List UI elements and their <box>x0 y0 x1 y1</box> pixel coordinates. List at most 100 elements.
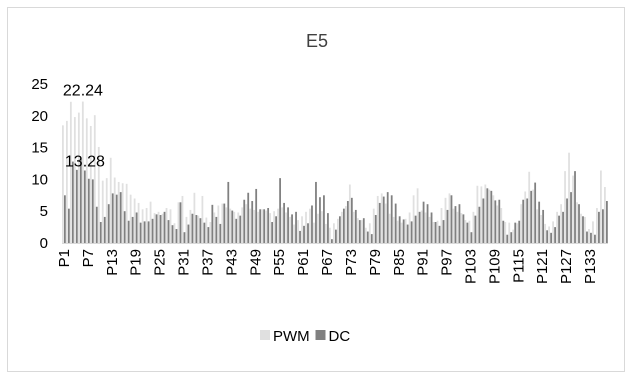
bar-dc-p68 <box>331 239 333 243</box>
bar-dc-p112 <box>506 234 509 243</box>
bar-pwm-p87 <box>404 218 407 243</box>
bar-pwm-p53 <box>269 213 272 243</box>
bar-dc-p8 <box>91 179 94 243</box>
series-pwm-bars <box>62 101 606 244</box>
legend-swatch-pwm <box>260 330 270 340</box>
bar-pwm-p66 <box>321 211 323 243</box>
bar-dc-p103 <box>470 232 473 243</box>
bar-dc-p119 <box>534 182 537 243</box>
bar-dc-p66 <box>323 195 325 243</box>
bar-pwm-p132 <box>584 216 586 243</box>
bar-dc-p14 <box>115 194 118 243</box>
bar-pwm-p38 <box>209 222 212 243</box>
bar-pwm-p68 <box>329 227 331 243</box>
bar-pwm-p86 <box>400 222 403 243</box>
bar-dc-p17 <box>127 220 130 243</box>
x-tick-label: P7 <box>80 249 97 267</box>
x-tick-label: P13 <box>104 249 121 276</box>
bar-dc-p131 <box>582 216 584 243</box>
bar-dc-p35 <box>199 218 202 243</box>
x-tick-label: P103 <box>463 249 480 284</box>
x-tick-label: P91 <box>415 249 432 276</box>
bar-dc-p64 <box>315 181 317 243</box>
bar-pwm-p12 <box>105 178 108 243</box>
bar-pwm-p109 <box>492 195 495 243</box>
bar-pwm-p44 <box>233 211 236 243</box>
bar-dc-p124 <box>554 227 556 243</box>
x-tick-label: P43 <box>223 249 240 276</box>
bar-dc-p44 <box>235 218 238 243</box>
bar-dc-p50 <box>259 209 262 243</box>
bar-dc-p41 <box>223 203 226 243</box>
bar-dc-p101 <box>462 214 465 243</box>
bar-dc-p137 <box>606 201 608 243</box>
bar-pwm-p91 <box>420 210 423 243</box>
bar-pwm-p28 <box>169 209 172 243</box>
bar-dc-p92 <box>426 204 429 243</box>
bar-pwm-p50 <box>257 211 260 243</box>
bar-pwm-p111 <box>500 208 503 243</box>
bar-pwm-p112 <box>504 222 507 243</box>
bar-dc-p93 <box>430 212 433 243</box>
bar-dc-p109 <box>494 200 497 243</box>
bar-pwm-p47 <box>245 204 248 243</box>
bar-dc-p37 <box>207 227 210 243</box>
bar-pwm-p76 <box>360 220 363 243</box>
bar-dc-p20 <box>139 222 142 243</box>
bar-dc-p60 <box>299 230 301 243</box>
y-tick-label: 10 <box>31 171 48 188</box>
bar-pwm-p42 <box>225 207 228 243</box>
bar-pwm-p39 <box>213 212 216 243</box>
bar-dc-p97 <box>446 209 449 243</box>
y-tick-label: 25 <box>31 76 48 93</box>
bar-pwm-p7 <box>85 118 88 243</box>
bar-pwm-p24 <box>153 213 156 243</box>
bar-dc-p19 <box>135 212 138 243</box>
bar-dc-p125 <box>558 215 560 243</box>
bar-pwm-p19 <box>133 198 136 243</box>
bar-pwm-p115 <box>516 223 519 243</box>
bar-pwm-p30 <box>177 202 180 243</box>
bar-dc-p70 <box>338 216 341 243</box>
bar-dc-p1 <box>63 195 66 243</box>
bar-dc-p43 <box>231 210 234 243</box>
bar-dc-p95 <box>438 225 441 243</box>
bar-dc-p22 <box>147 221 150 243</box>
bar-dc-p136 <box>602 209 604 243</box>
legend-swatch-dc <box>315 330 326 340</box>
bar-pwm-p58 <box>289 216 291 243</box>
bar-dc-p133 <box>590 232 592 243</box>
bar-pwm-p63 <box>309 208 311 243</box>
bar-pwm-p32 <box>185 216 188 243</box>
bar-dc-p56 <box>283 202 285 243</box>
bar-pwm-p21 <box>141 209 144 243</box>
bar-pwm-p107 <box>484 184 487 243</box>
bar-dc-p57 <box>287 207 289 243</box>
x-tick-label: P19 <box>128 249 145 276</box>
bar-dc-p15 <box>119 192 122 243</box>
bar-pwm-p33 <box>189 209 192 243</box>
bar-pwm-p117 <box>524 191 527 243</box>
y-tick-label: 0 <box>40 235 48 252</box>
bar-pwm-p3 <box>69 101 72 243</box>
bar-dc-p12 <box>107 204 110 243</box>
bar-dc-p34 <box>195 215 198 243</box>
x-tick-label: P133 <box>582 249 599 284</box>
bar-pwm-p41 <box>221 203 224 243</box>
bar-pwm-p65 <box>317 213 319 243</box>
x-tick-label: P49 <box>247 249 264 276</box>
bar-pwm-p55 <box>277 208 279 243</box>
bar-pwm-p96 <box>440 208 443 243</box>
bar-dc-p128 <box>570 192 572 243</box>
x-tick-label: P85 <box>391 249 408 276</box>
bar-pwm-p25 <box>157 211 160 243</box>
bar-pwm-p22 <box>145 208 148 243</box>
bar-pwm-p48 <box>249 208 252 243</box>
bar-pwm-p127 <box>564 171 566 243</box>
bar-dc-p51 <box>263 209 266 243</box>
bar-dc-p7 <box>87 178 90 243</box>
bar-dc-p58 <box>291 214 293 243</box>
bar-pwm-p67 <box>325 223 327 243</box>
bar-pwm-p101 <box>460 213 463 243</box>
bar-pwm-p94 <box>432 222 435 243</box>
